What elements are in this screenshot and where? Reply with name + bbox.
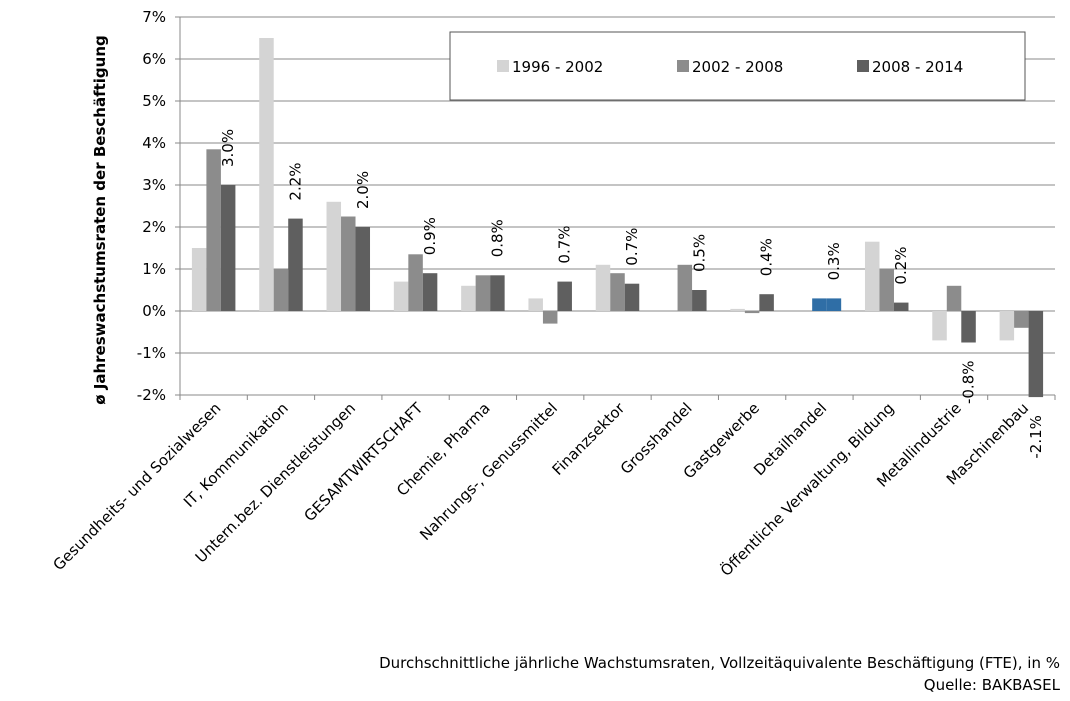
y-tick-label: 0%	[142, 302, 166, 320]
bar	[490, 275, 505, 311]
y-axis-label: ø Jahreswachstumsraten der Beschäftigung	[91, 35, 109, 405]
legend-label: 1996 - 2002	[512, 58, 603, 76]
bar	[864, 241, 880, 311]
bar	[893, 302, 909, 311]
y-tick-label: -1%	[137, 344, 166, 362]
y-tick-label: 4%	[142, 134, 166, 152]
bar	[1014, 311, 1029, 328]
data-label: 0.5%	[690, 234, 708, 272]
legend-swatch	[497, 60, 509, 72]
x-tick-label: Finanzsektor	[549, 399, 629, 479]
y-tick-label: 6%	[142, 50, 166, 68]
legend-box	[449, 31, 1026, 101]
x-tick-label: GESAMTWIRTSCHAFT	[300, 399, 427, 526]
legend-label: 2008 - 2014	[872, 58, 963, 76]
bar	[191, 248, 207, 311]
bar	[408, 254, 423, 311]
bar	[393, 281, 409, 311]
bar	[677, 264, 693, 311]
bar	[557, 281, 572, 311]
bar	[730, 308, 745, 311]
data-label: 0.3%	[825, 242, 843, 280]
legend-swatch	[857, 60, 869, 72]
bar	[259, 38, 274, 311]
x-tick-label: Nahrungs-, Genussmittel	[416, 399, 561, 544]
data-label: 0.4%	[758, 238, 776, 276]
bar	[610, 273, 625, 311]
y-tick-label: -2%	[137, 386, 166, 404]
bar	[326, 201, 342, 311]
source: Quelle: BAKBASEL	[924, 676, 1061, 694]
data-label: -0.8%	[960, 361, 978, 405]
bar	[220, 185, 236, 311]
bar	[692, 290, 707, 311]
bar	[206, 149, 221, 311]
bar	[812, 298, 827, 311]
bar	[341, 216, 356, 311]
bar	[932, 311, 947, 341]
bar	[1028, 311, 1044, 398]
legend-swatch	[677, 60, 689, 72]
data-label: -2.1%	[1027, 415, 1045, 459]
bar	[475, 275, 491, 311]
bar	[744, 311, 760, 314]
bar	[528, 298, 543, 311]
bar	[273, 269, 289, 311]
bar	[461, 285, 476, 311]
bar	[542, 311, 558, 324]
bar	[759, 294, 774, 311]
y-tick-label: 3%	[142, 176, 166, 194]
y-tick-label: 1%	[142, 260, 166, 278]
data-label: 0.7%	[623, 228, 641, 266]
data-label: 2.0%	[354, 171, 372, 209]
data-label: 2.2%	[286, 162, 304, 200]
data-label: 0.7%	[556, 225, 574, 263]
data-label: 0.2%	[892, 246, 910, 284]
bar	[422, 273, 438, 311]
legend-label: 2002 - 2008	[692, 58, 783, 76]
data-label: 0.9%	[421, 217, 439, 255]
bar	[624, 283, 640, 311]
data-label: 0.8%	[488, 219, 506, 257]
y-tick-label: 5%	[142, 92, 166, 110]
y-tick-label: 2%	[142, 218, 166, 236]
bar	[961, 311, 976, 343]
bar	[946, 285, 962, 311]
bar	[595, 264, 611, 311]
footnote: Durchschnittliche jährliche Wachstumsrat…	[379, 654, 1060, 672]
bar	[288, 218, 303, 311]
y-tick-label: 7%	[142, 8, 166, 26]
bar	[999, 311, 1015, 341]
bar	[879, 269, 894, 311]
bar	[826, 298, 842, 311]
bar	[355, 227, 371, 311]
data-label: 3.0%	[219, 129, 237, 167]
